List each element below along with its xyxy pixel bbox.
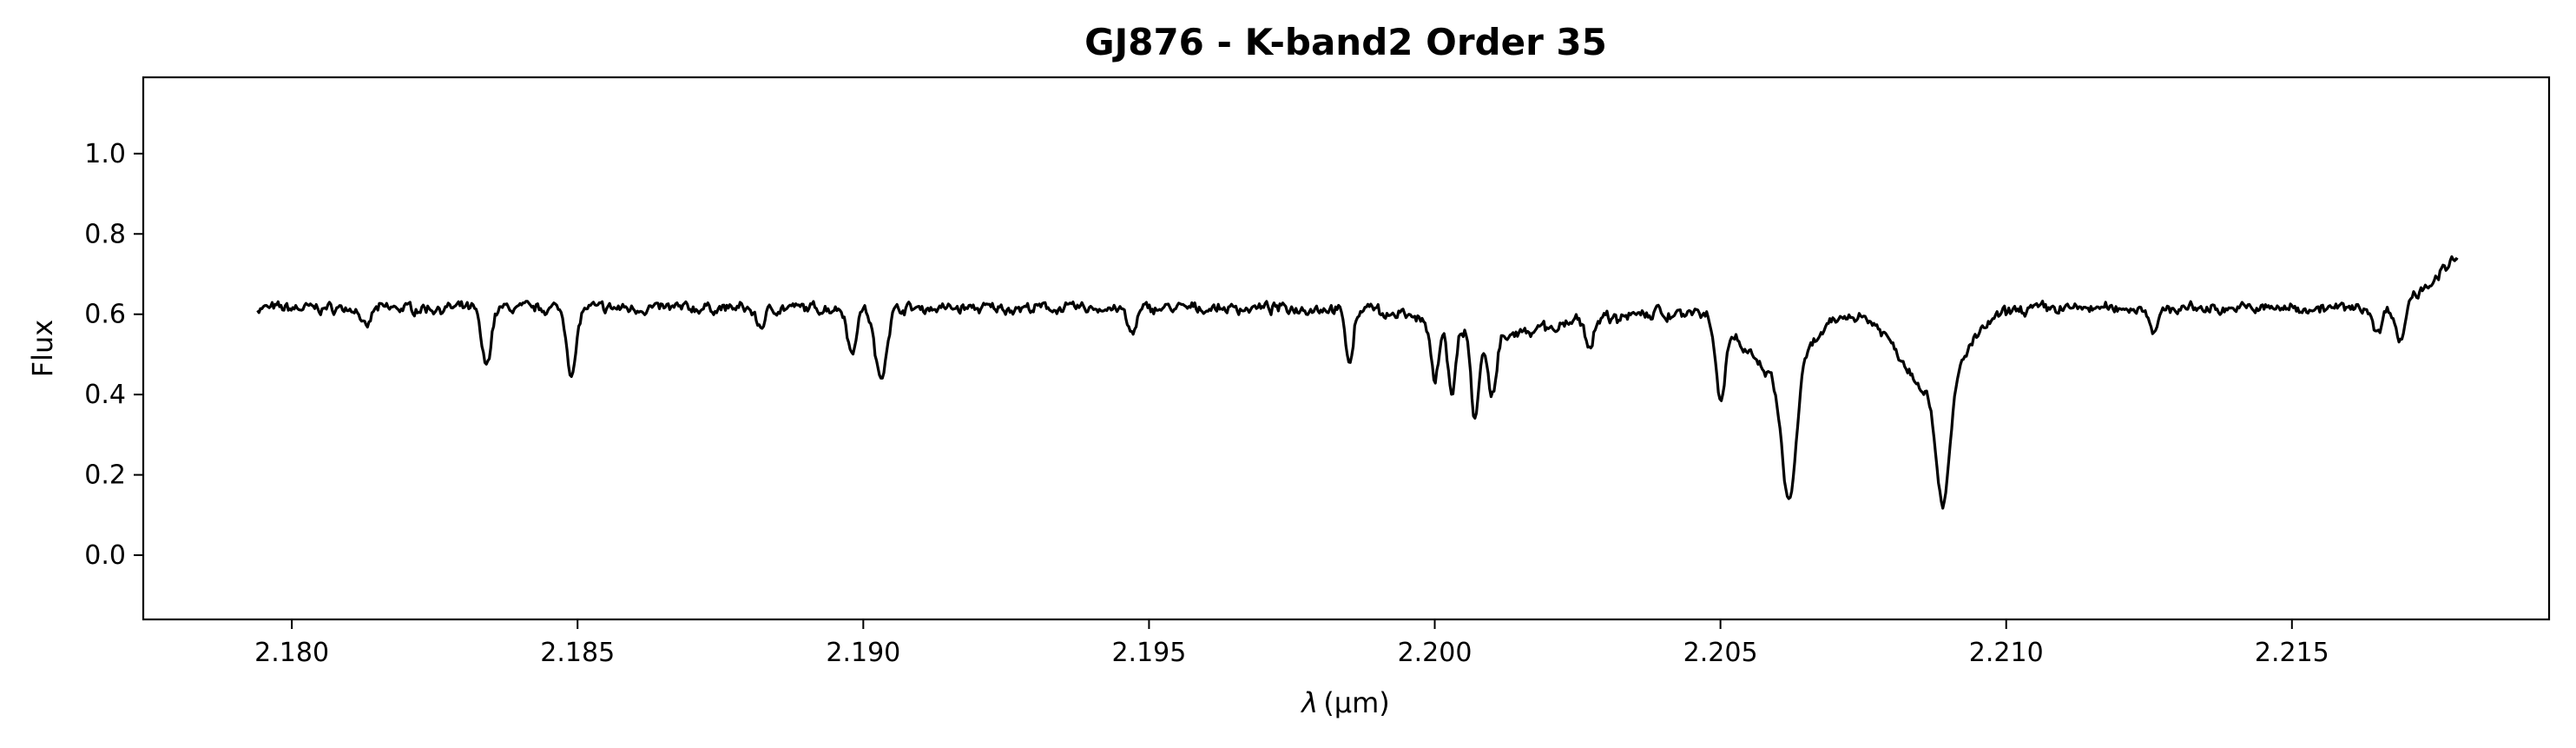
x-tick-label: 2.180 xyxy=(254,638,329,668)
x-axis-label: λ (μm) xyxy=(1300,686,1389,719)
y-tick-label: 0.6 xyxy=(84,300,126,330)
x-tick-label: 2.200 xyxy=(1398,638,1472,668)
x-tick-label: 2.210 xyxy=(1969,638,2044,668)
x-tick-label: 2.190 xyxy=(826,638,900,668)
x-tick-label: 2.195 xyxy=(1111,638,1186,668)
plot-frame xyxy=(142,76,2551,621)
chart-title: GJ876 - K-band2 Order 35 xyxy=(1084,21,1607,63)
x-tick-label: 2.205 xyxy=(1683,638,1758,668)
x-tick-label: 2.185 xyxy=(540,638,615,668)
x-axis-label-unit: (μm) xyxy=(1323,686,1390,719)
y-tick-label: 0.4 xyxy=(84,380,126,410)
x-tick-label: 2.215 xyxy=(2255,638,2329,668)
y-tick-label: 0.8 xyxy=(84,219,126,249)
spectrum-series-line xyxy=(256,255,2459,510)
y-axis-label: Flux xyxy=(26,320,59,378)
y-tick-label: 0.2 xyxy=(84,460,126,491)
x-axis-label-symbol: λ xyxy=(1300,686,1318,719)
y-tick-label: 1.0 xyxy=(84,139,126,169)
y-tick-label: 0.0 xyxy=(84,540,126,571)
